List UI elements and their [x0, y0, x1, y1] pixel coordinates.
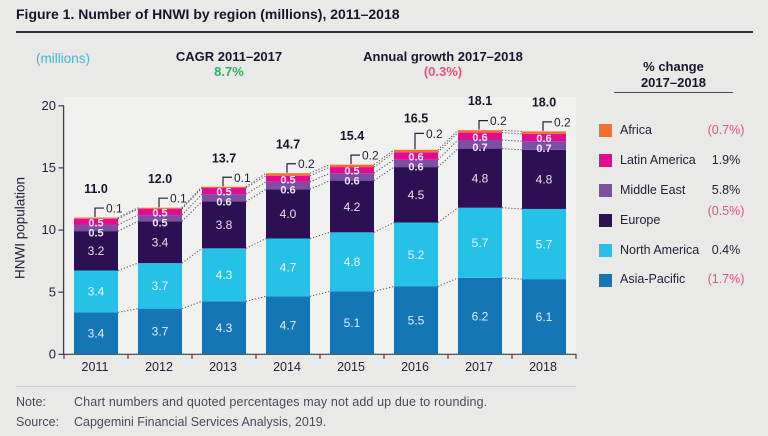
- svg-text:4.7: 4.7: [280, 261, 297, 275]
- svg-text:0.2: 0.2: [362, 149, 379, 163]
- svg-text:0.5: 0.5: [152, 218, 167, 230]
- svg-text:0.7: 0.7: [536, 143, 551, 155]
- svg-text:12.0: 12.0: [148, 172, 172, 186]
- svg-text:2011: 2011: [82, 360, 109, 374]
- svg-text:5.1: 5.1: [344, 316, 361, 330]
- svg-text:0.6: 0.6: [408, 162, 423, 174]
- svg-text:5.7: 5.7: [472, 236, 489, 250]
- svg-text:4.7: 4.7: [280, 319, 297, 333]
- svg-text:2014: 2014: [273, 360, 301, 374]
- svg-text:6.1: 6.1: [536, 310, 553, 324]
- svg-text:5.7: 5.7: [536, 237, 553, 251]
- svg-text:2016: 2016: [401, 360, 429, 374]
- svg-text:4.8: 4.8: [344, 255, 361, 269]
- svg-text:0.1: 0.1: [170, 192, 187, 206]
- svg-text:18.0: 18.0: [532, 95, 556, 109]
- svg-text:2012: 2012: [145, 360, 173, 374]
- svg-text:2013: 2013: [209, 360, 237, 374]
- svg-text:3.4: 3.4: [88, 327, 105, 341]
- svg-text:0.6: 0.6: [280, 184, 295, 196]
- svg-text:3.7: 3.7: [152, 325, 169, 339]
- svg-text:5: 5: [49, 284, 56, 299]
- svg-text:0.7: 0.7: [472, 142, 487, 154]
- svg-text:0.2: 0.2: [490, 114, 507, 128]
- svg-text:11.0: 11.0: [84, 182, 108, 196]
- svg-text:5.5: 5.5: [408, 314, 425, 328]
- svg-text:0.2: 0.2: [298, 157, 315, 171]
- svg-text:0.5: 0.5: [152, 208, 167, 220]
- svg-text:2015: 2015: [337, 360, 365, 374]
- svg-text:4.3: 4.3: [216, 268, 233, 282]
- svg-text:HNWI population: HNWI population: [13, 177, 28, 279]
- svg-text:0.2: 0.2: [554, 115, 571, 129]
- svg-text:4.8: 4.8: [536, 173, 553, 187]
- svg-text:20: 20: [42, 98, 56, 113]
- svg-text:0.6: 0.6: [536, 133, 551, 145]
- svg-text:0.1: 0.1: [234, 171, 251, 185]
- svg-text:18.1: 18.1: [468, 94, 492, 108]
- svg-text:0.6: 0.6: [216, 197, 231, 209]
- svg-text:0.5: 0.5: [344, 166, 359, 178]
- svg-text:6.2: 6.2: [472, 309, 489, 323]
- svg-text:2018: 2018: [529, 360, 557, 374]
- svg-text:2017: 2017: [465, 360, 493, 374]
- svg-text:15.4: 15.4: [340, 129, 364, 143]
- svg-text:13.7: 13.7: [212, 151, 236, 165]
- svg-text:5.2: 5.2: [408, 248, 425, 262]
- svg-text:10: 10: [42, 222, 56, 237]
- svg-text:4.8: 4.8: [472, 172, 489, 186]
- svg-text:0.5: 0.5: [88, 217, 103, 229]
- svg-text:15: 15: [42, 160, 56, 175]
- svg-text:3.8: 3.8: [216, 218, 233, 232]
- svg-text:0.5: 0.5: [216, 187, 231, 199]
- svg-text:16.5: 16.5: [404, 111, 428, 125]
- svg-text:0.5: 0.5: [280, 174, 295, 186]
- svg-text:0.1: 0.1: [106, 202, 123, 216]
- svg-text:3.4: 3.4: [88, 285, 105, 299]
- svg-text:14.7: 14.7: [276, 138, 300, 152]
- svg-text:4.0: 4.0: [280, 207, 297, 221]
- svg-text:4.5: 4.5: [408, 188, 425, 202]
- svg-text:4.3: 4.3: [216, 321, 233, 335]
- svg-text:3.2: 3.2: [88, 244, 105, 258]
- svg-text:0.6: 0.6: [472, 132, 487, 144]
- svg-text:0: 0: [49, 347, 56, 362]
- svg-text:0.6: 0.6: [344, 176, 359, 188]
- svg-text:0.5: 0.5: [88, 227, 103, 239]
- svg-text:4.2: 4.2: [344, 200, 361, 214]
- svg-text:3.7: 3.7: [152, 279, 169, 293]
- svg-text:0.6: 0.6: [408, 152, 423, 164]
- svg-text:3.4: 3.4: [152, 236, 169, 250]
- svg-text:0.2: 0.2: [426, 127, 443, 141]
